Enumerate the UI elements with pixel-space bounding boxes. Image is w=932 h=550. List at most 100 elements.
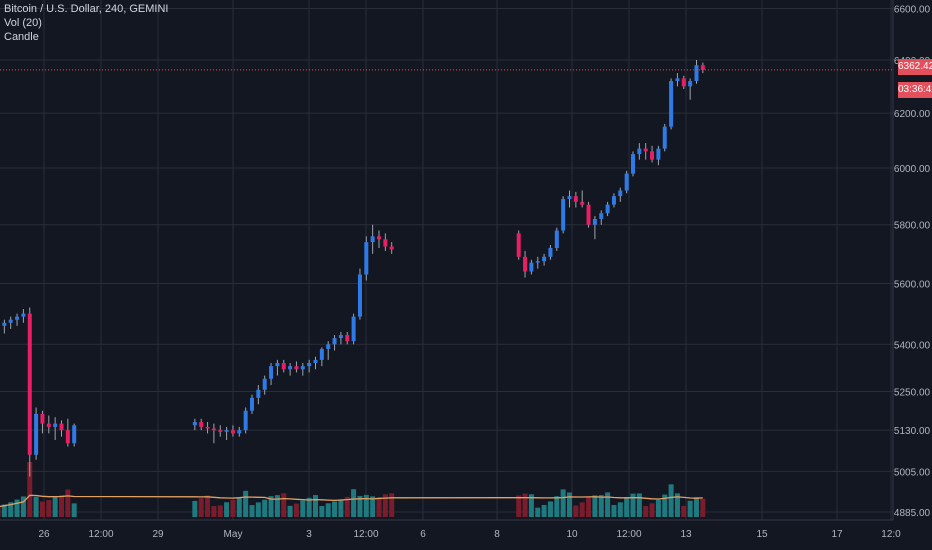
volume-bar [668, 484, 674, 517]
candle-body [288, 366, 293, 370]
candle [275, 359, 280, 376]
candle-body [662, 126, 667, 149]
volume-bar [643, 506, 649, 517]
candle-body [529, 262, 534, 272]
volume-bar [630, 493, 636, 517]
x-tick-label: 10 [566, 529, 578, 540]
candle [592, 216, 597, 240]
x-tick-label: 12:00 [616, 529, 641, 540]
volume-bar [1, 504, 7, 517]
volume-bar [274, 495, 280, 517]
volume-ma-line [0, 494, 703, 508]
candle [554, 227, 559, 251]
volume-bar [700, 498, 706, 517]
volume-bar [351, 489, 357, 517]
volume-bar [541, 504, 547, 517]
candle-body [554, 230, 559, 248]
volume-indicator-label[interactable]: Vol (20) [4, 17, 42, 29]
candle [243, 407, 248, 434]
volume-bar [624, 497, 630, 517]
candle [561, 196, 566, 234]
volume-bar [389, 493, 395, 517]
candle [383, 233, 388, 251]
candle [53, 417, 58, 440]
candle [548, 245, 553, 260]
y-tick-label: 5250.00 [894, 387, 931, 398]
candle-body [192, 422, 197, 426]
candle-body [224, 430, 229, 432]
candle-body [611, 196, 616, 205]
volume-bar [268, 496, 274, 517]
candle-body [269, 366, 274, 379]
candle [59, 420, 64, 437]
candle-body [675, 78, 680, 82]
candle-body [561, 198, 566, 231]
candle-body [548, 247, 553, 257]
candle [211, 423, 216, 444]
candle-body [681, 78, 686, 87]
candle [599, 210, 604, 225]
candle [192, 418, 197, 431]
candle-body [40, 413, 45, 424]
candle [319, 347, 324, 367]
candle [15, 313, 20, 326]
volume-bar [344, 496, 350, 517]
candle-body [370, 236, 375, 243]
candle-body [59, 423, 64, 431]
candle-body [2, 322, 7, 326]
candle-body [326, 344, 331, 349]
candle [230, 425, 235, 437]
volume-bar [567, 492, 572, 517]
volume-bar [573, 505, 579, 517]
candle [224, 426, 229, 440]
x-tick-label: 12:00 [353, 529, 378, 540]
candle-body [307, 363, 312, 367]
candle [529, 259, 534, 275]
candle [262, 375, 267, 395]
candle [326, 341, 331, 360]
candle-body [688, 81, 693, 87]
candle [377, 230, 381, 248]
volume-bar [592, 495, 598, 517]
candle-body [694, 65, 699, 82]
candle-body [656, 148, 661, 160]
volume-bar [554, 496, 560, 517]
candle [611, 193, 616, 208]
candle [281, 359, 286, 373]
candle-body [230, 430, 235, 434]
volume-bar [694, 497, 699, 517]
volume-bars [0, 462, 706, 517]
volume-bar [0, 506, 1, 517]
countdown-badge: 03:36:42 [898, 82, 932, 98]
volume-bar [52, 496, 58, 517]
volume-bar [338, 499, 344, 517]
volume-bar [71, 503, 77, 517]
candle [332, 335, 337, 351]
last-price-badge: 6362.42 [898, 59, 932, 75]
volume-bar [655, 499, 661, 517]
volume-bar [674, 493, 680, 517]
x-tick-label: 6 [420, 529, 426, 540]
volume-bar [59, 495, 64, 517]
symbol-title[interactable]: Bitcoin / U.S. Dollar, 240, GEMINI [4, 3, 169, 15]
candle-body [650, 151, 655, 160]
candle [643, 143, 648, 160]
y-tick-label: 6600.00 [894, 5, 931, 16]
x-tick-label: 12:0 [881, 529, 901, 540]
y-tick-label: 6200.00 [894, 109, 931, 120]
candle [345, 331, 350, 345]
volume-bar [217, 505, 223, 517]
candle-body [573, 196, 578, 202]
volume-bar [192, 500, 198, 517]
candle [688, 78, 693, 100]
volume-bar [579, 502, 585, 517]
candle-body [237, 430, 242, 434]
y-tick-label: 5800.00 [894, 221, 931, 232]
x-tick-label: 13 [680, 529, 692, 540]
candle-body [21, 313, 26, 317]
candle-indicator-label[interactable]: Candle [4, 31, 39, 43]
candle [72, 423, 77, 447]
candle-body [383, 239, 388, 247]
volume-bar [382, 494, 388, 517]
